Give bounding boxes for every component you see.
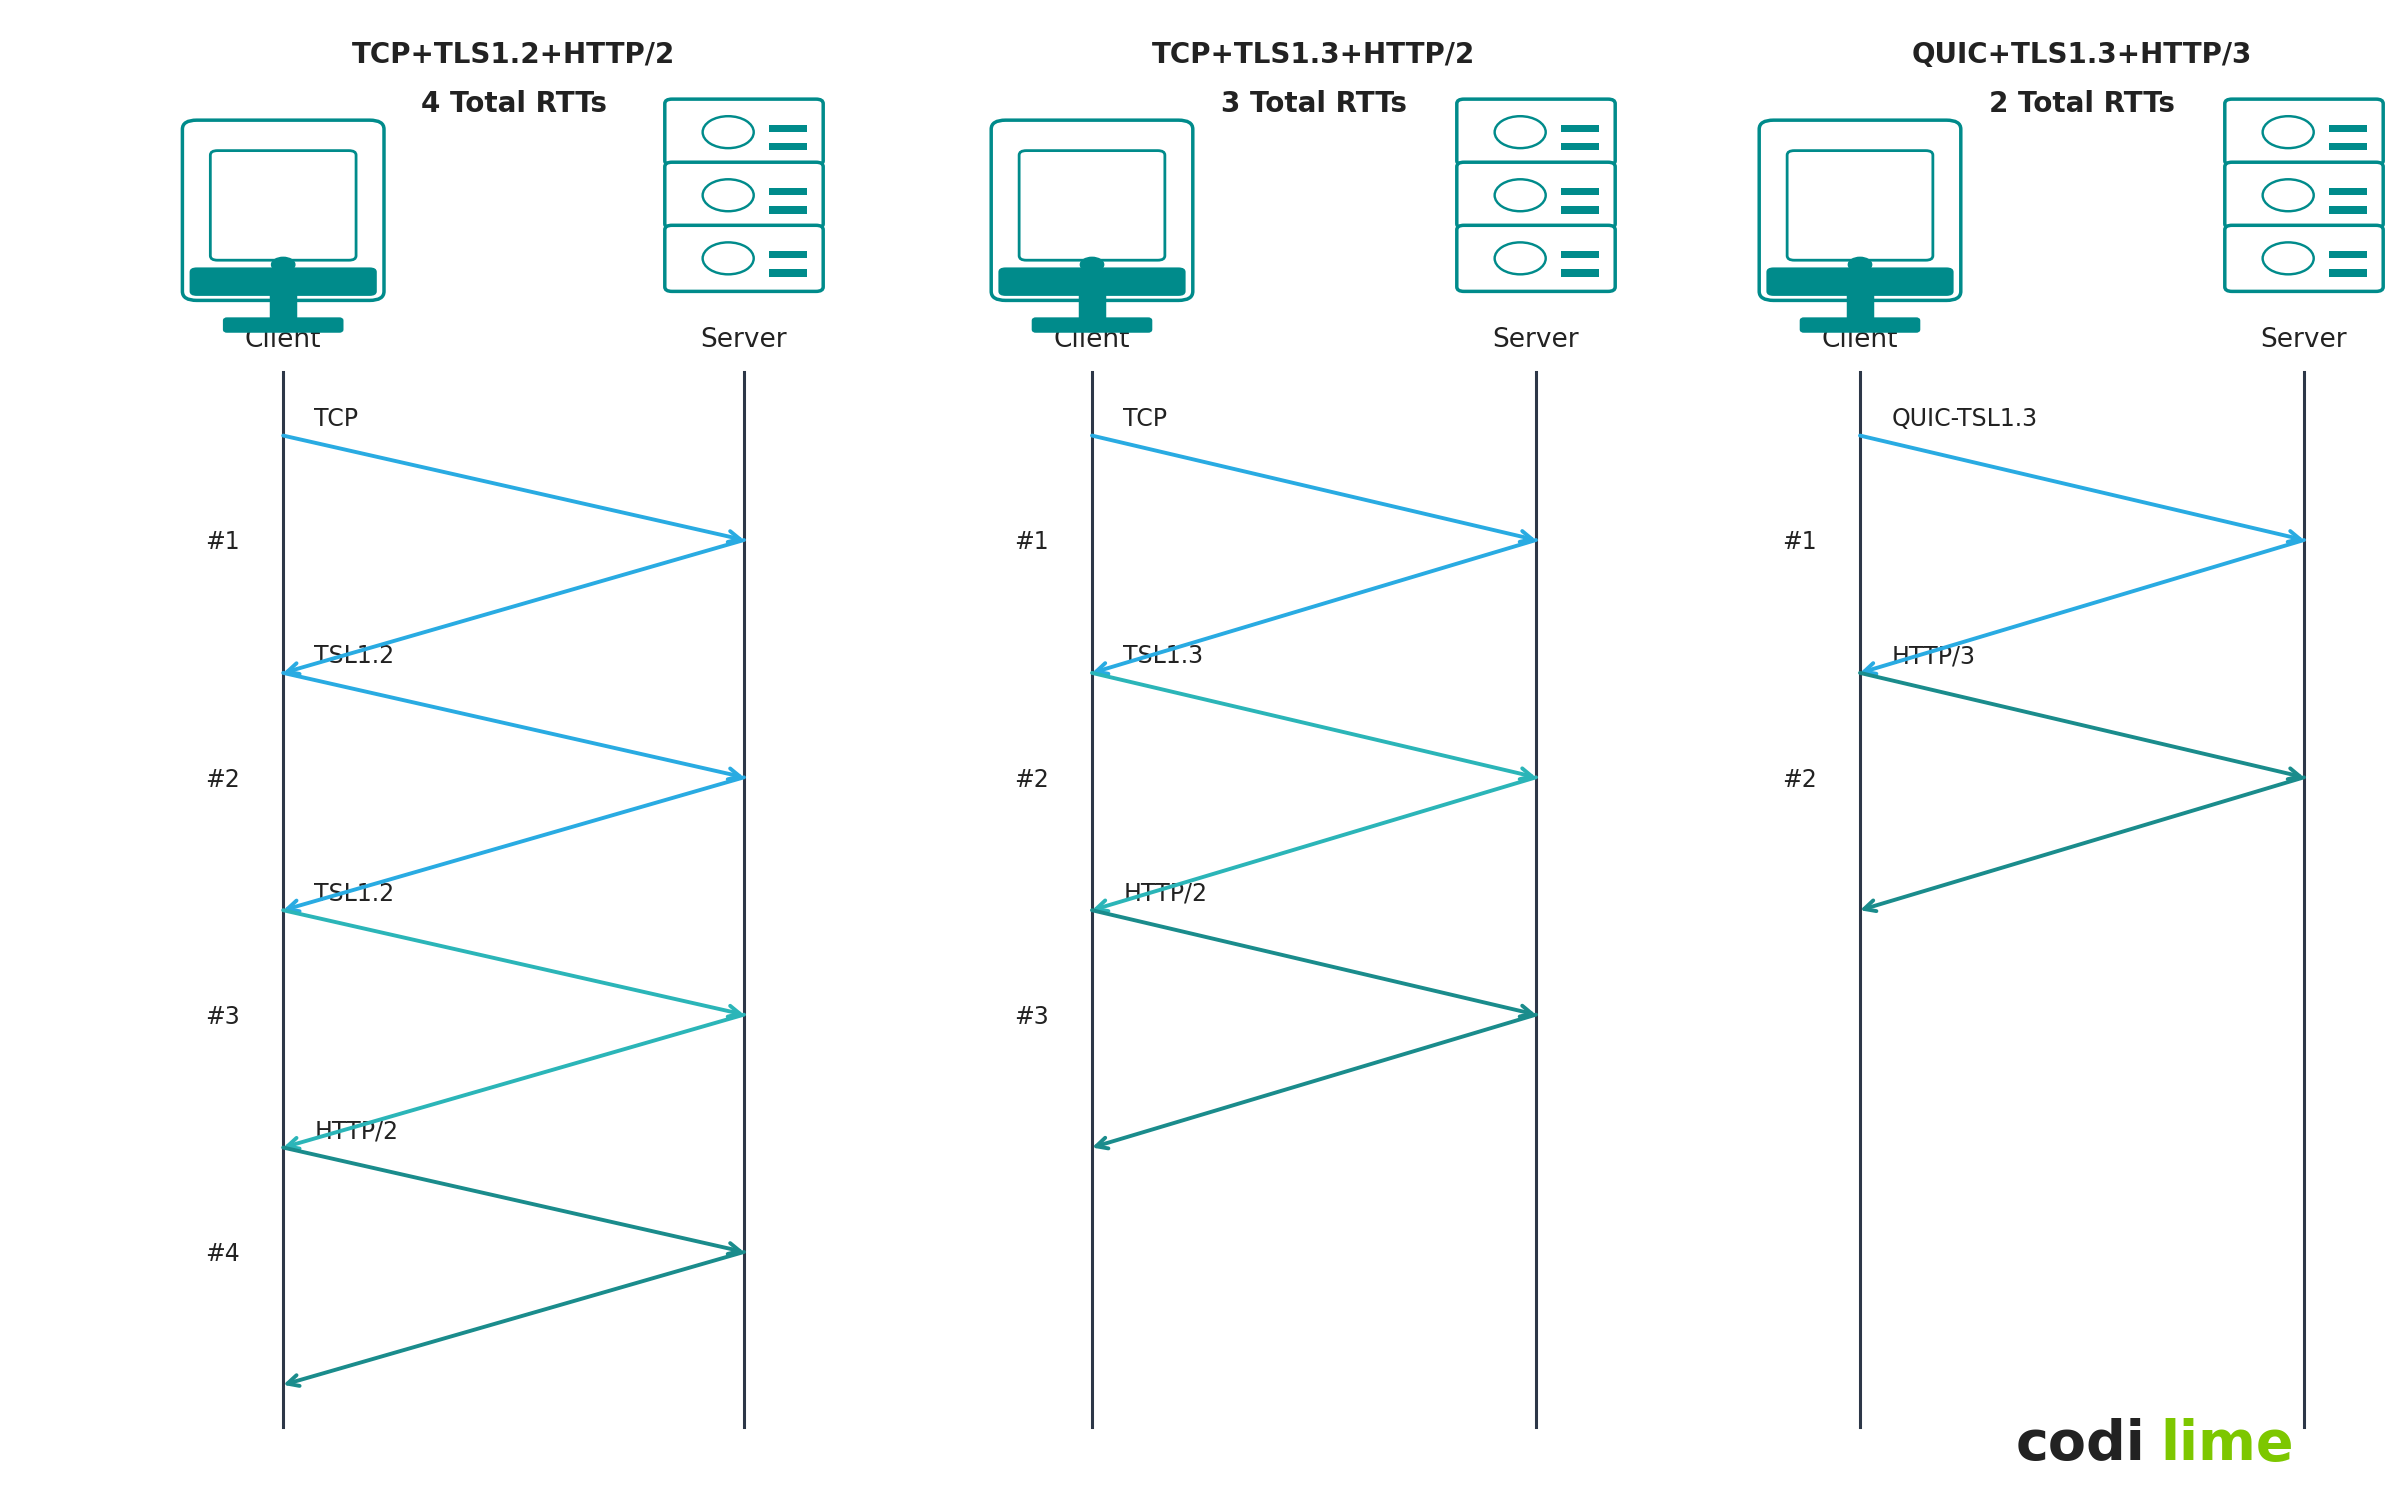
Bar [1560,143,1598,150]
Bar [1560,125,1598,132]
Text: HTTP/2: HTTP/2 [1123,882,1207,906]
Circle shape [703,116,754,149]
FancyBboxPatch shape [1020,150,1164,260]
FancyBboxPatch shape [2225,99,2383,165]
Bar [2328,125,2366,132]
Text: TSL1.2: TSL1.2 [314,644,394,668]
Text: #1: #1 [206,530,240,554]
Circle shape [703,242,754,275]
Text: #3: #3 [206,1005,240,1029]
Bar [2328,269,2366,276]
FancyBboxPatch shape [1034,318,1150,330]
FancyBboxPatch shape [665,162,823,228]
Text: #2: #2 [206,768,240,792]
FancyBboxPatch shape [991,120,1193,300]
Text: QUIC+TLS1.3+HTTP/3: QUIC+TLS1.3+HTTP/3 [1913,41,2251,69]
FancyBboxPatch shape [1457,99,1615,165]
Text: Client: Client [1822,327,1898,353]
Text: TSL1.2: TSL1.2 [314,882,394,906]
Text: Server: Server [701,327,787,353]
FancyBboxPatch shape [1759,120,1961,300]
Bar [768,143,806,150]
Bar [1560,206,1598,213]
Text: lime: lime [2160,1418,2294,1472]
Text: Client: Client [245,327,322,353]
FancyBboxPatch shape [182,120,384,300]
Circle shape [1080,257,1104,272]
Circle shape [271,257,295,272]
FancyBboxPatch shape [665,99,823,165]
Bar [768,206,806,213]
Circle shape [2263,242,2314,275]
FancyBboxPatch shape [1457,225,1615,291]
Text: #4: #4 [206,1242,240,1266]
FancyBboxPatch shape [2225,225,2383,291]
Bar [271,291,295,320]
FancyBboxPatch shape [665,225,823,291]
Text: codi: codi [2016,1418,2146,1472]
Text: TCP: TCP [1123,407,1166,431]
Bar [2328,206,2366,213]
Bar [1560,251,1598,258]
Bar [2328,143,2366,150]
Text: #1: #1 [1783,530,1817,554]
Text: HTTP/2: HTTP/2 [314,1119,398,1143]
Text: 2 Total RTTs: 2 Total RTTs [1990,90,2174,119]
Circle shape [2263,116,2314,149]
Text: Client: Client [1054,327,1130,353]
FancyBboxPatch shape [226,318,341,330]
Text: #2: #2 [1015,768,1049,792]
Text: 4 Total RTTs: 4 Total RTTs [420,90,607,119]
Circle shape [1495,242,1546,275]
FancyBboxPatch shape [190,267,377,296]
Bar [768,125,806,132]
Bar [2328,251,2366,258]
FancyBboxPatch shape [1802,318,1918,330]
Circle shape [1848,257,1872,272]
FancyBboxPatch shape [211,150,355,260]
Circle shape [1495,179,1546,212]
Text: 3 Total RTTs: 3 Total RTTs [1222,90,1406,119]
Circle shape [703,179,754,212]
Text: QUIC-TSL1.3: QUIC-TSL1.3 [1891,407,2038,431]
FancyBboxPatch shape [1457,162,1615,228]
Text: HTTP/3: HTTP/3 [1891,644,1975,668]
Text: TCP+TLS1.2+HTTP/2: TCP+TLS1.2+HTTP/2 [353,41,674,69]
Bar [768,188,806,195]
Text: Server: Server [1493,327,1579,353]
Text: #1: #1 [1015,530,1049,554]
Text: #2: #2 [1783,768,1817,792]
Text: Server: Server [2261,327,2347,353]
Bar [1560,269,1598,276]
Text: #3: #3 [1015,1005,1049,1029]
FancyBboxPatch shape [1788,150,1932,260]
Circle shape [1495,116,1546,149]
Bar [768,251,806,258]
Bar [1848,291,1872,320]
Bar [1080,291,1104,320]
FancyBboxPatch shape [998,267,1186,296]
Text: TCP+TLS1.3+HTTP/2: TCP+TLS1.3+HTTP/2 [1152,41,1476,69]
Bar [2328,188,2366,195]
Bar [1560,188,1598,195]
FancyBboxPatch shape [2225,162,2383,228]
Bar [768,269,806,276]
FancyBboxPatch shape [1766,267,1954,296]
Text: TCP: TCP [314,407,358,431]
Circle shape [2263,179,2314,212]
Text: TSL1.3: TSL1.3 [1123,644,1202,668]
